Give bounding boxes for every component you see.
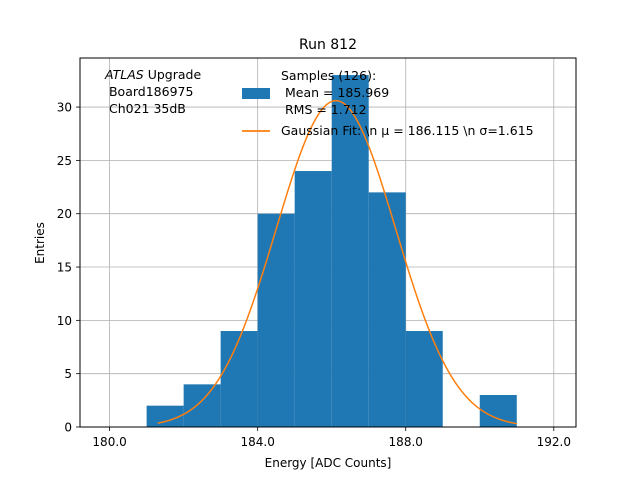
annotation-upgrade: Upgrade: [144, 67, 202, 82]
y-axis-ticks: 0 5 10 15 20 25 30: [57, 101, 80, 435]
y-axis-label: Entries: [33, 222, 47, 264]
annotation-line-2: Board186975: [105, 84, 193, 99]
x-tick-label: 180.0: [92, 435, 126, 449]
x-tick-label: 192.0: [537, 435, 571, 449]
x-tick-label: 188.0: [389, 435, 423, 449]
x-tick-label: 184.0: [240, 435, 274, 449]
histogram-bar: [368, 192, 406, 427]
histogram-bars: [146, 75, 517, 427]
annotation-line-1: ATLAS Upgrade: [104, 67, 201, 82]
legend-samples-swatch: [242, 88, 270, 99]
legend-samples-line-3: RMS = 1.712: [281, 102, 367, 117]
legend-fit-label: Gaussian Fit: \n μ = 186.115 \n σ=1.615: [281, 123, 534, 138]
chart-title: Run 812: [299, 37, 357, 53]
x-axis-label: Energy [ADC Counts]: [265, 456, 392, 470]
annotation-atlas: ATLAS: [104, 67, 144, 82]
x-axis-ticks: 180.0 184.0 188.0 192.0: [92, 427, 571, 449]
histogram-bar: [405, 331, 443, 427]
atlas-annotation: ATLAS Upgrade Board186975 Ch021 35dB: [104, 67, 201, 116]
y-tick-label: 30: [57, 101, 72, 115]
y-tick-label: 0: [64, 421, 72, 435]
legend-samples-line-1: Samples (126):: [281, 68, 376, 83]
histogram-bar: [220, 331, 258, 427]
histogram-bar: [294, 171, 332, 427]
gaussian-fit-curve: [157, 99, 517, 425]
histogram-bar: [331, 75, 369, 427]
axes-frame: [79, 57, 577, 428]
y-tick-label: 10: [57, 314, 72, 328]
legend-samples-line-2: Mean = 185.969: [281, 85, 389, 100]
histogram-bar: [257, 213, 295, 427]
histogram-bar: [146, 405, 184, 427]
legend: Samples (126): Mean = 185.969 RMS = 1.71…: [242, 68, 534, 138]
y-tick-label: 25: [57, 154, 72, 168]
annotation-line-3: Ch021 35dB: [105, 101, 186, 116]
y-tick-label: 15: [57, 261, 72, 275]
histogram-bar: [183, 384, 221, 427]
y-tick-label: 5: [64, 367, 72, 381]
plot-area: [79, 57, 577, 428]
y-tick-label: 20: [57, 207, 72, 221]
